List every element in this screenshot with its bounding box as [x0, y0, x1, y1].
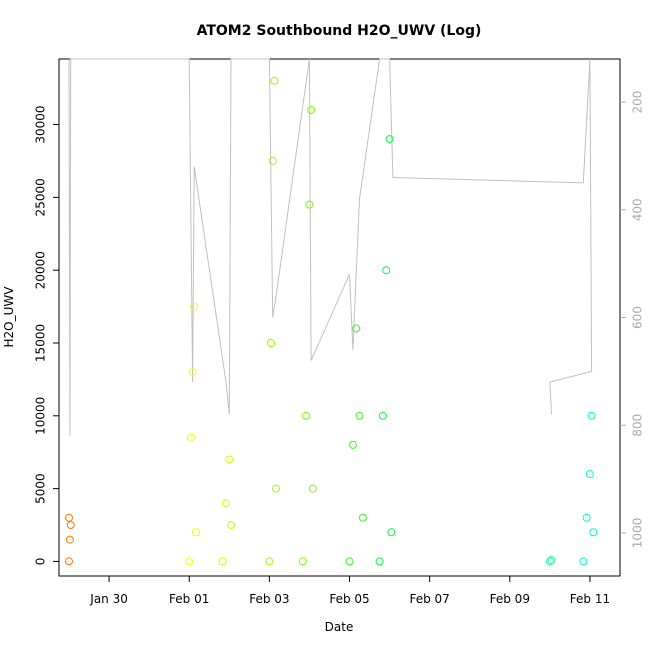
data-point [382, 266, 391, 275]
data-point [378, 411, 387, 420]
data-point [222, 499, 230, 508]
x-tick-label: Feb 05 [329, 592, 369, 606]
data-point [302, 411, 311, 420]
data-point [545, 557, 554, 566]
x-axis: Jan 30 Feb 01 Feb 03 Feb 05 Feb 07 Feb 09 Feb … [89, 576, 610, 606]
data-point [270, 76, 279, 85]
y2-tick-label: 400 [631, 198, 645, 221]
data-point [579, 557, 588, 566]
x-tick-label: Jan 30 [89, 592, 128, 606]
data-point [585, 470, 594, 479]
data-point [589, 528, 598, 537]
data-point [308, 484, 317, 493]
y-tick-label: 15000 [34, 324, 48, 362]
y-tick-label: 25000 [34, 178, 48, 216]
x-tick-label: Feb 09 [490, 592, 530, 606]
data-point [348, 440, 357, 449]
data-point [272, 484, 281, 493]
data-point [298, 557, 307, 566]
secondary-y-axis: 200 400 600 800 1000 [620, 91, 645, 549]
chart-title: ATOM2 Southbound H2O_UWV (Log) [197, 23, 482, 39]
data-point [190, 302, 199, 311]
pressure-trace [68, 58, 593, 437]
y-axis-label: H2O_UWV [2, 286, 16, 348]
data-point [547, 556, 556, 564]
data-point [188, 368, 197, 377]
data-point [65, 535, 74, 544]
y2-tick-label: 1000 [631, 518, 645, 549]
y-tick-label: 5000 [34, 473, 48, 504]
y-tick-label: 20000 [34, 251, 48, 289]
y-axis: 0 5000 10000 15000 20000 25000 30000 [34, 105, 59, 566]
data-point [387, 528, 396, 537]
data-point [191, 528, 200, 537]
data-point [358, 513, 367, 522]
data-point [307, 106, 316, 114]
x-tick-label: Feb 07 [409, 592, 449, 606]
y2-tick-label: 200 [631, 91, 645, 114]
data-point [268, 156, 277, 165]
data-point [66, 521, 75, 529]
x-axis-label: Date [325, 620, 354, 634]
data-point [305, 200, 314, 209]
data-point [227, 521, 235, 529]
y2-tick-label: 600 [631, 306, 645, 329]
data-point [225, 455, 234, 464]
data-point [587, 411, 596, 420]
pressure-line [68, 58, 593, 437]
data-point [65, 513, 73, 522]
data-point [218, 557, 227, 566]
plot-frame [58, 58, 621, 577]
y-tick-label: 10000 [34, 397, 48, 435]
x-tick-label: Feb 03 [249, 592, 289, 606]
data-point [345, 557, 354, 566]
data-point [375, 557, 384, 566]
data-point [65, 557, 73, 566]
data-point [352, 324, 361, 333]
data-points [65, 76, 598, 566]
data-point [186, 433, 195, 442]
data-point [355, 411, 364, 420]
data-point [267, 339, 275, 347]
data-point [265, 557, 274, 566]
data-point [185, 557, 194, 566]
data-point [582, 513, 591, 522]
y2-tick-label: 800 [631, 414, 645, 437]
x-tick-label: Feb 01 [169, 592, 209, 606]
y-tick-label: 30000 [34, 105, 48, 143]
y-tick-label: 0 [34, 558, 48, 566]
x-tick-label: Feb 11 [570, 592, 610, 606]
data-point [385, 135, 394, 144]
